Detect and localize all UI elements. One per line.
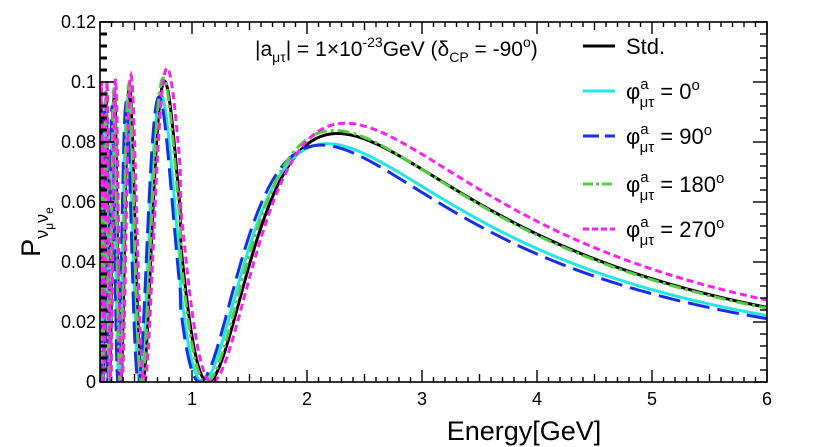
series-line-phi0 (100, 93, 767, 382)
legend: Std. φa μτ = 0o φa μτ = 90o φa μτ = 180o φa μτ =… (583, 34, 724, 249)
x-tick-label: 1 (187, 389, 197, 409)
svg-text:Pνμνe: Pνμνe (16, 207, 56, 257)
legend-label-phi90: φa μτ = 90o (626, 121, 712, 156)
x-axis-title: Energy[GeV] (447, 416, 602, 446)
x-tick-label: 5 (647, 389, 657, 409)
tick-labels-group: 1 2 3 4 5 6 0 0.02 0.04 0.06 0.08 0.1 0.12 (61, 12, 772, 409)
ticks-group (99, 21, 768, 383)
legend-label-phi0: φa μτ = 0o (626, 76, 700, 111)
curves-group (100, 66, 767, 382)
series-line-phi90 (100, 95, 767, 382)
y-tick-label: 0.1 (71, 72, 96, 92)
y-axis-title: Pνμνe (16, 207, 56, 257)
x-tick-label: 3 (417, 389, 427, 409)
y-tick-label: 0 (86, 372, 96, 392)
plot-frame (99, 21, 768, 383)
y-tick-label: 0.06 (61, 192, 96, 212)
series-line-phi180 (100, 76, 767, 382)
legend-label-phi270: φa μτ = 270o (626, 214, 724, 249)
legend-label-phi180: φa μτ = 180o (626, 169, 724, 204)
x-tick-label: 6 (762, 389, 772, 409)
x-tick-label: 2 (302, 389, 312, 409)
y-tick-label: 0.02 (61, 312, 96, 332)
y-tick-label: 0.04 (61, 252, 96, 272)
y-tick-label: 0.08 (61, 132, 96, 152)
annotation-text: |aμτ| = 1×10-23GeV (δCP = -90o) (255, 34, 538, 65)
series-line-phi270 (100, 66, 767, 382)
legend-label-std-: Std. (626, 34, 665, 59)
y-tick-label: 0.12 (61, 12, 96, 32)
x-tick-label: 4 (532, 389, 542, 409)
